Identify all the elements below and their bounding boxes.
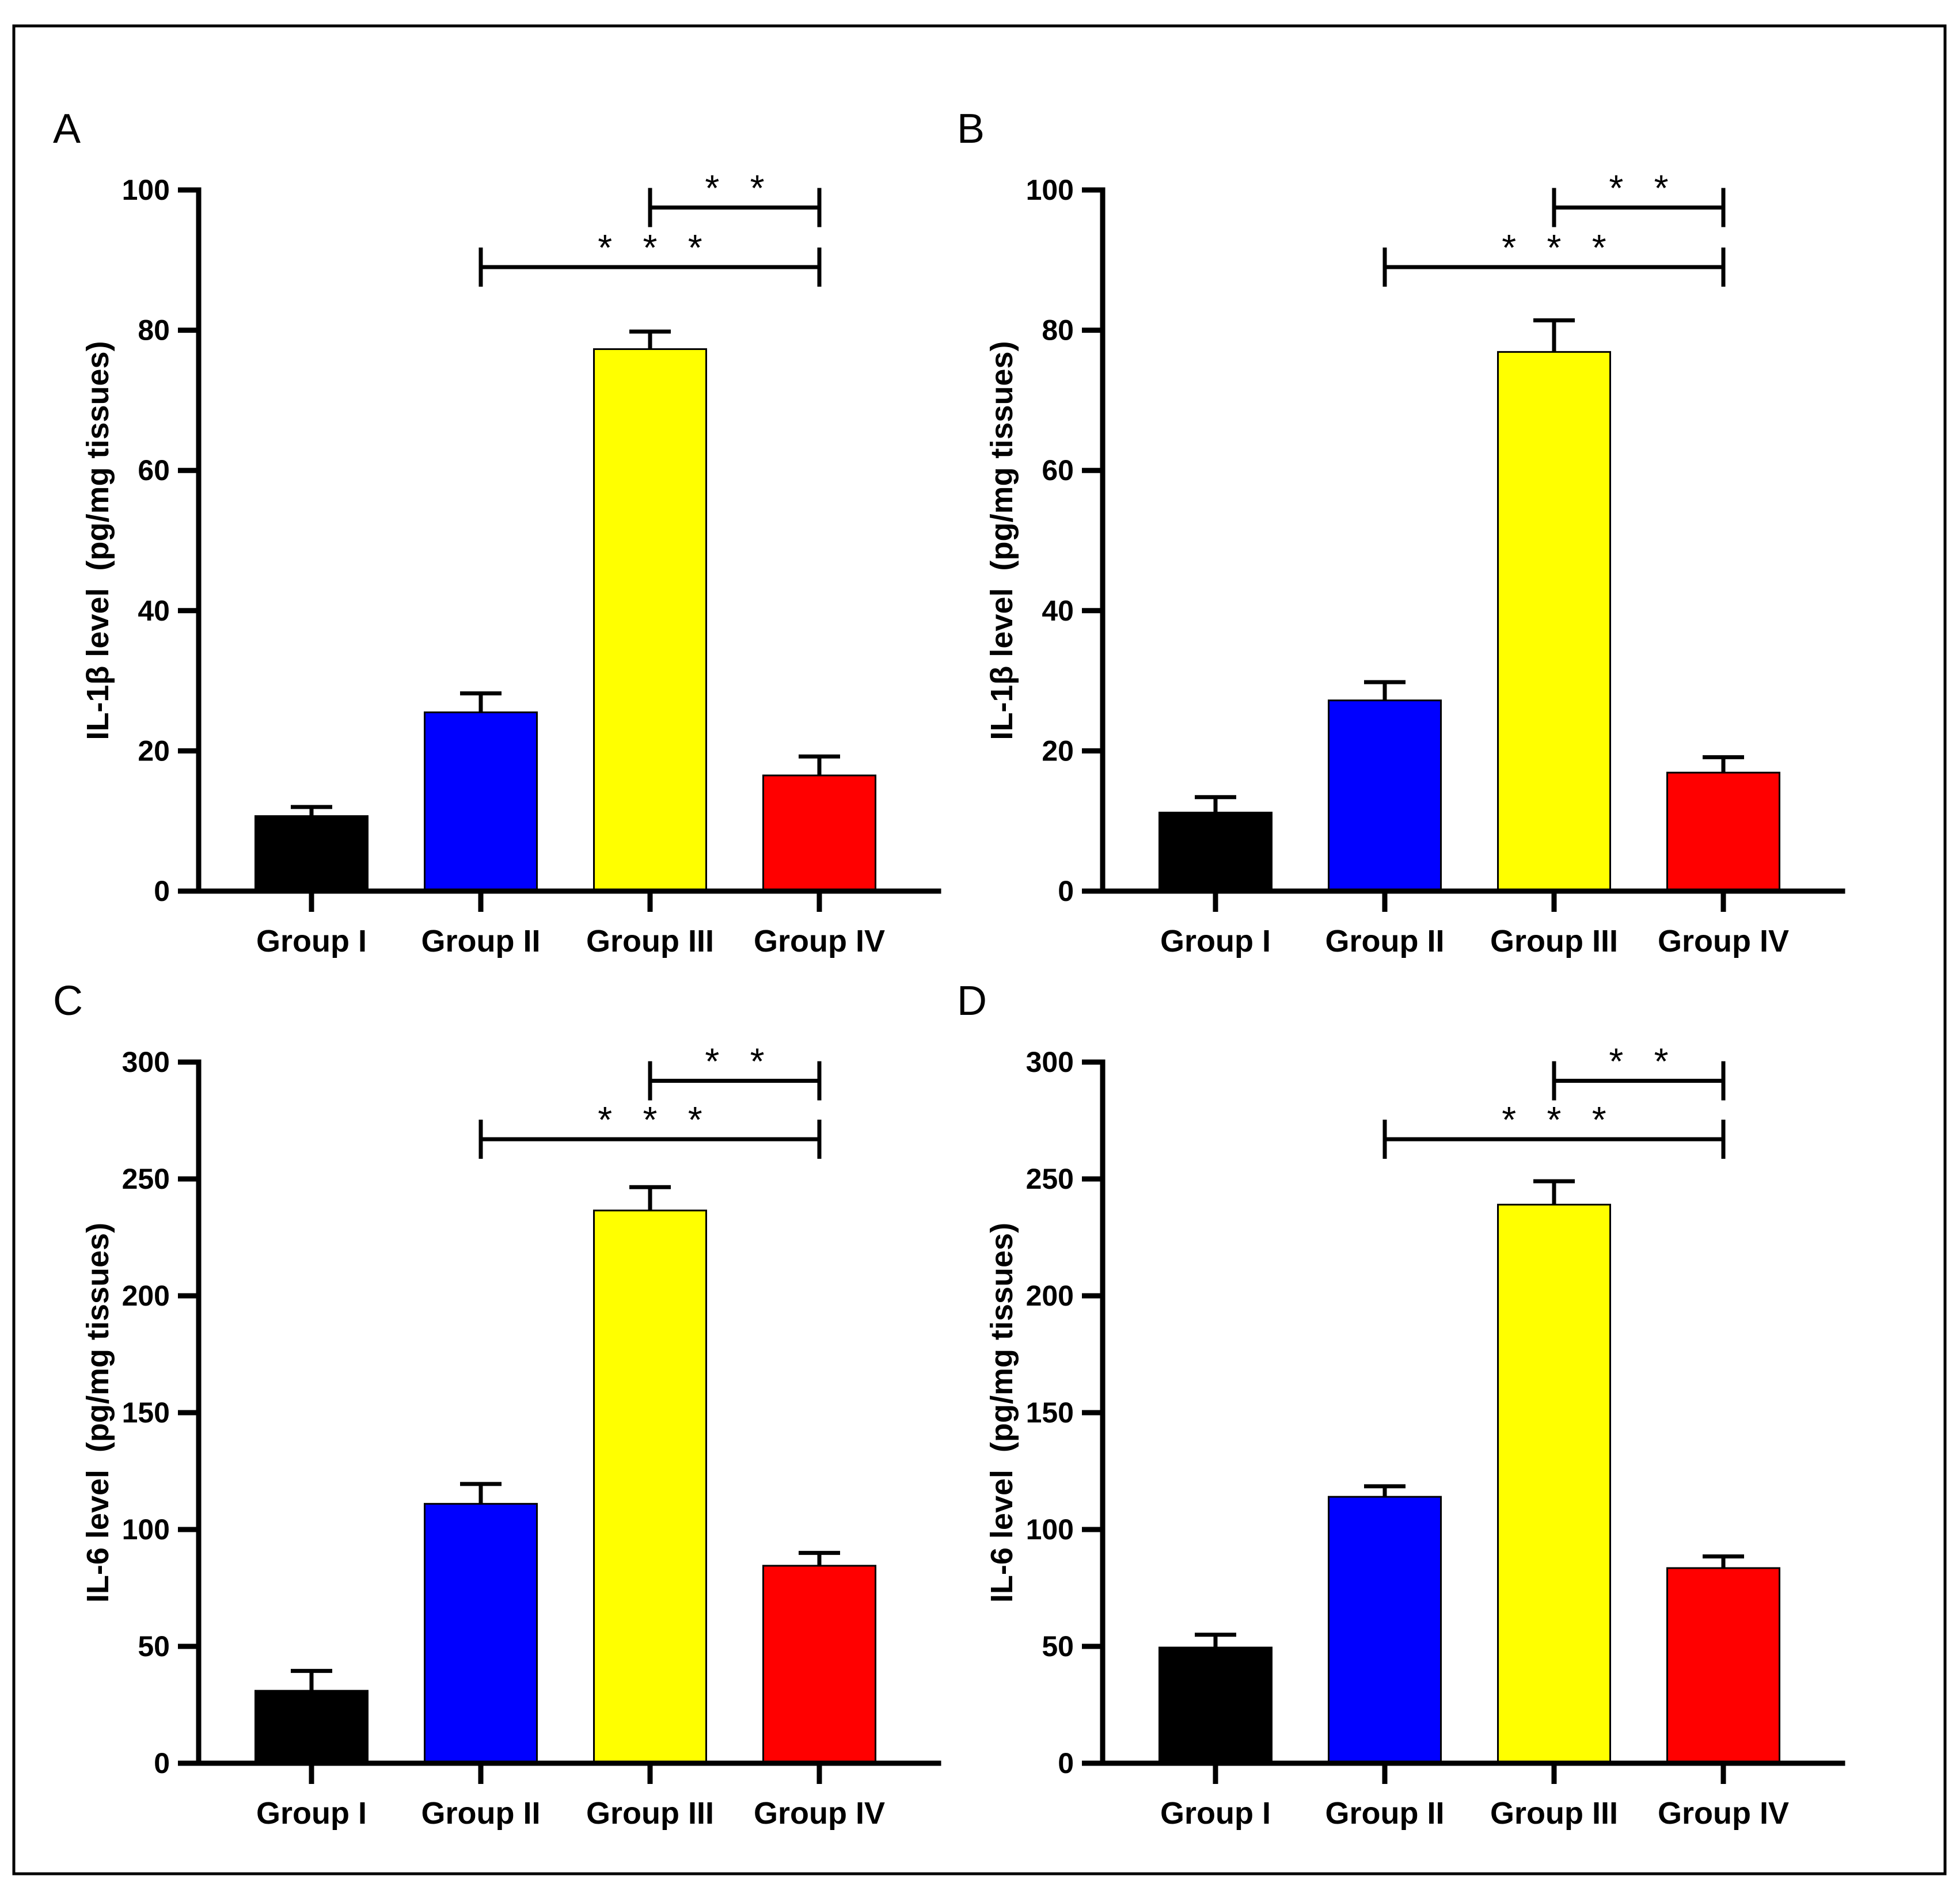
y-tick-label: 60 — [138, 454, 170, 486]
significance-stars: * * — [1609, 1040, 1668, 1082]
figure-frame — [12, 24, 1947, 1875]
chart-panel-c: C IL-6 level (pg/mg tissues) 0 50 100 150 200 2… — [53, 978, 941, 1831]
bar-group-iv — [1666, 771, 1780, 892]
y-tick-label: 60 — [1042, 454, 1074, 486]
y-tick-label: 40 — [138, 595, 170, 627]
y-tick-label: 300 — [122, 1046, 170, 1078]
y-axis-title: IL-1β level (pg/mg tissues) — [81, 341, 115, 740]
bar-group-iv — [762, 774, 876, 892]
significance-stars: * * * — [1502, 1099, 1606, 1140]
x-tick-label-group-iv: Group IV — [754, 1796, 885, 1831]
x-tick-label-group-ii: Group II — [421, 1796, 541, 1831]
y-tick-label: 150 — [122, 1397, 170, 1429]
y-tick-label: 20 — [1042, 735, 1074, 767]
significance-stars: * * * — [598, 1099, 702, 1140]
y-tick-label: 0 — [154, 875, 170, 907]
y-axis-title: IL-6 level (pg/mg tissues) — [81, 1223, 115, 1603]
bar-group-iv — [1666, 1567, 1780, 1764]
bar-group-ii — [424, 711, 538, 892]
y-tick-label: 80 — [1042, 314, 1074, 347]
x-tick-label-group-i: Group I — [1160, 924, 1271, 958]
bar-group-iii — [593, 1209, 707, 1764]
y-tick-label: 0 — [1058, 875, 1074, 907]
significance-stars: * * — [705, 167, 764, 208]
x-tick-label-group-i: Group I — [1160, 1796, 1271, 1831]
bar-group-ii — [424, 1502, 538, 1764]
panel-letter: D — [957, 978, 987, 1024]
bar-group-ii — [1328, 699, 1442, 892]
x-tick-label-group-iv: Group IV — [1658, 1796, 1789, 1831]
y-tick-label: 100 — [1026, 174, 1074, 206]
bar-group-i — [1158, 812, 1273, 892]
x-tick-label-group-ii: Group II — [1325, 924, 1445, 958]
x-tick-label-group-iii: Group III — [1490, 1796, 1618, 1831]
bar-group-i — [255, 815, 369, 892]
x-tick-label-group-i: Group I — [256, 924, 367, 958]
bar-group-iv — [762, 1565, 876, 1764]
y-tick-label: 250 — [122, 1163, 170, 1195]
y-tick-label: 150 — [1026, 1397, 1074, 1429]
x-tick-label-group-iii: Group III — [586, 924, 714, 958]
y-tick-label: 200 — [1026, 1280, 1074, 1312]
bar-group-ii — [1328, 1496, 1442, 1764]
y-axis-title: IL-6 level (pg/mg tissues) — [985, 1223, 1019, 1603]
x-tick-label-group-iv: Group IV — [754, 924, 885, 958]
x-tick-label-group-iii: Group III — [1490, 924, 1618, 958]
y-axis-title: IL-1β level (pg/mg tissues) — [985, 341, 1019, 740]
x-tick-label-group-iv: Group IV — [1658, 924, 1789, 958]
bar-group-i — [255, 1690, 369, 1764]
x-tick-label-group-iii: Group III — [586, 1796, 714, 1831]
y-tick-label: 250 — [1026, 1163, 1074, 1195]
y-tick-label: 100 — [1026, 1513, 1074, 1546]
y-tick-label: 0 — [1058, 1747, 1074, 1779]
chart-panel-d: D IL-6 level (pg/mg tissues) 0 50 100 150 200 2… — [957, 978, 1845, 1831]
panel-letter: C — [53, 978, 83, 1024]
panels: A IL-1β level (pg/mg tissues) 0 20 40 60 80 100… — [53, 106, 1845, 1831]
y-tick-label: 100 — [122, 174, 170, 206]
significance-stars: * * * — [598, 227, 702, 268]
bar-group-iii — [593, 348, 707, 892]
y-tick-label: 80 — [138, 314, 170, 347]
chart-panel-a: A IL-1β level (pg/mg tissues) 0 20 40 60 80 100… — [53, 106, 941, 958]
panel-letter: A — [53, 106, 81, 152]
bar-group-i — [1158, 1646, 1273, 1764]
y-tick-label: 300 — [1026, 1046, 1074, 1078]
x-tick-label-group-i: Group I — [256, 1796, 367, 1831]
x-tick-label-group-ii: Group II — [421, 924, 541, 958]
y-tick-label: 100 — [122, 1513, 170, 1546]
bar-group-iii — [1497, 351, 1611, 892]
y-tick-label: 50 — [1042, 1630, 1074, 1662]
y-tick-label: 0 — [154, 1747, 170, 1779]
significance-stars: * * — [705, 1040, 764, 1082]
y-tick-label: 200 — [122, 1280, 170, 1312]
y-tick-label: 50 — [138, 1630, 170, 1662]
x-tick-label-group-ii: Group II — [1325, 1796, 1445, 1831]
significance-stars: * * * — [1502, 227, 1606, 268]
y-tick-label: 20 — [138, 735, 170, 767]
bar-group-iii — [1497, 1204, 1611, 1764]
y-tick-label: 40 — [1042, 595, 1074, 627]
significance-stars: * * — [1609, 167, 1668, 208]
panel-letter: B — [957, 106, 985, 152]
chart-panel-b: B IL-1β level (pg/mg tissues) 0 20 40 60 80 100… — [957, 106, 1845, 958]
